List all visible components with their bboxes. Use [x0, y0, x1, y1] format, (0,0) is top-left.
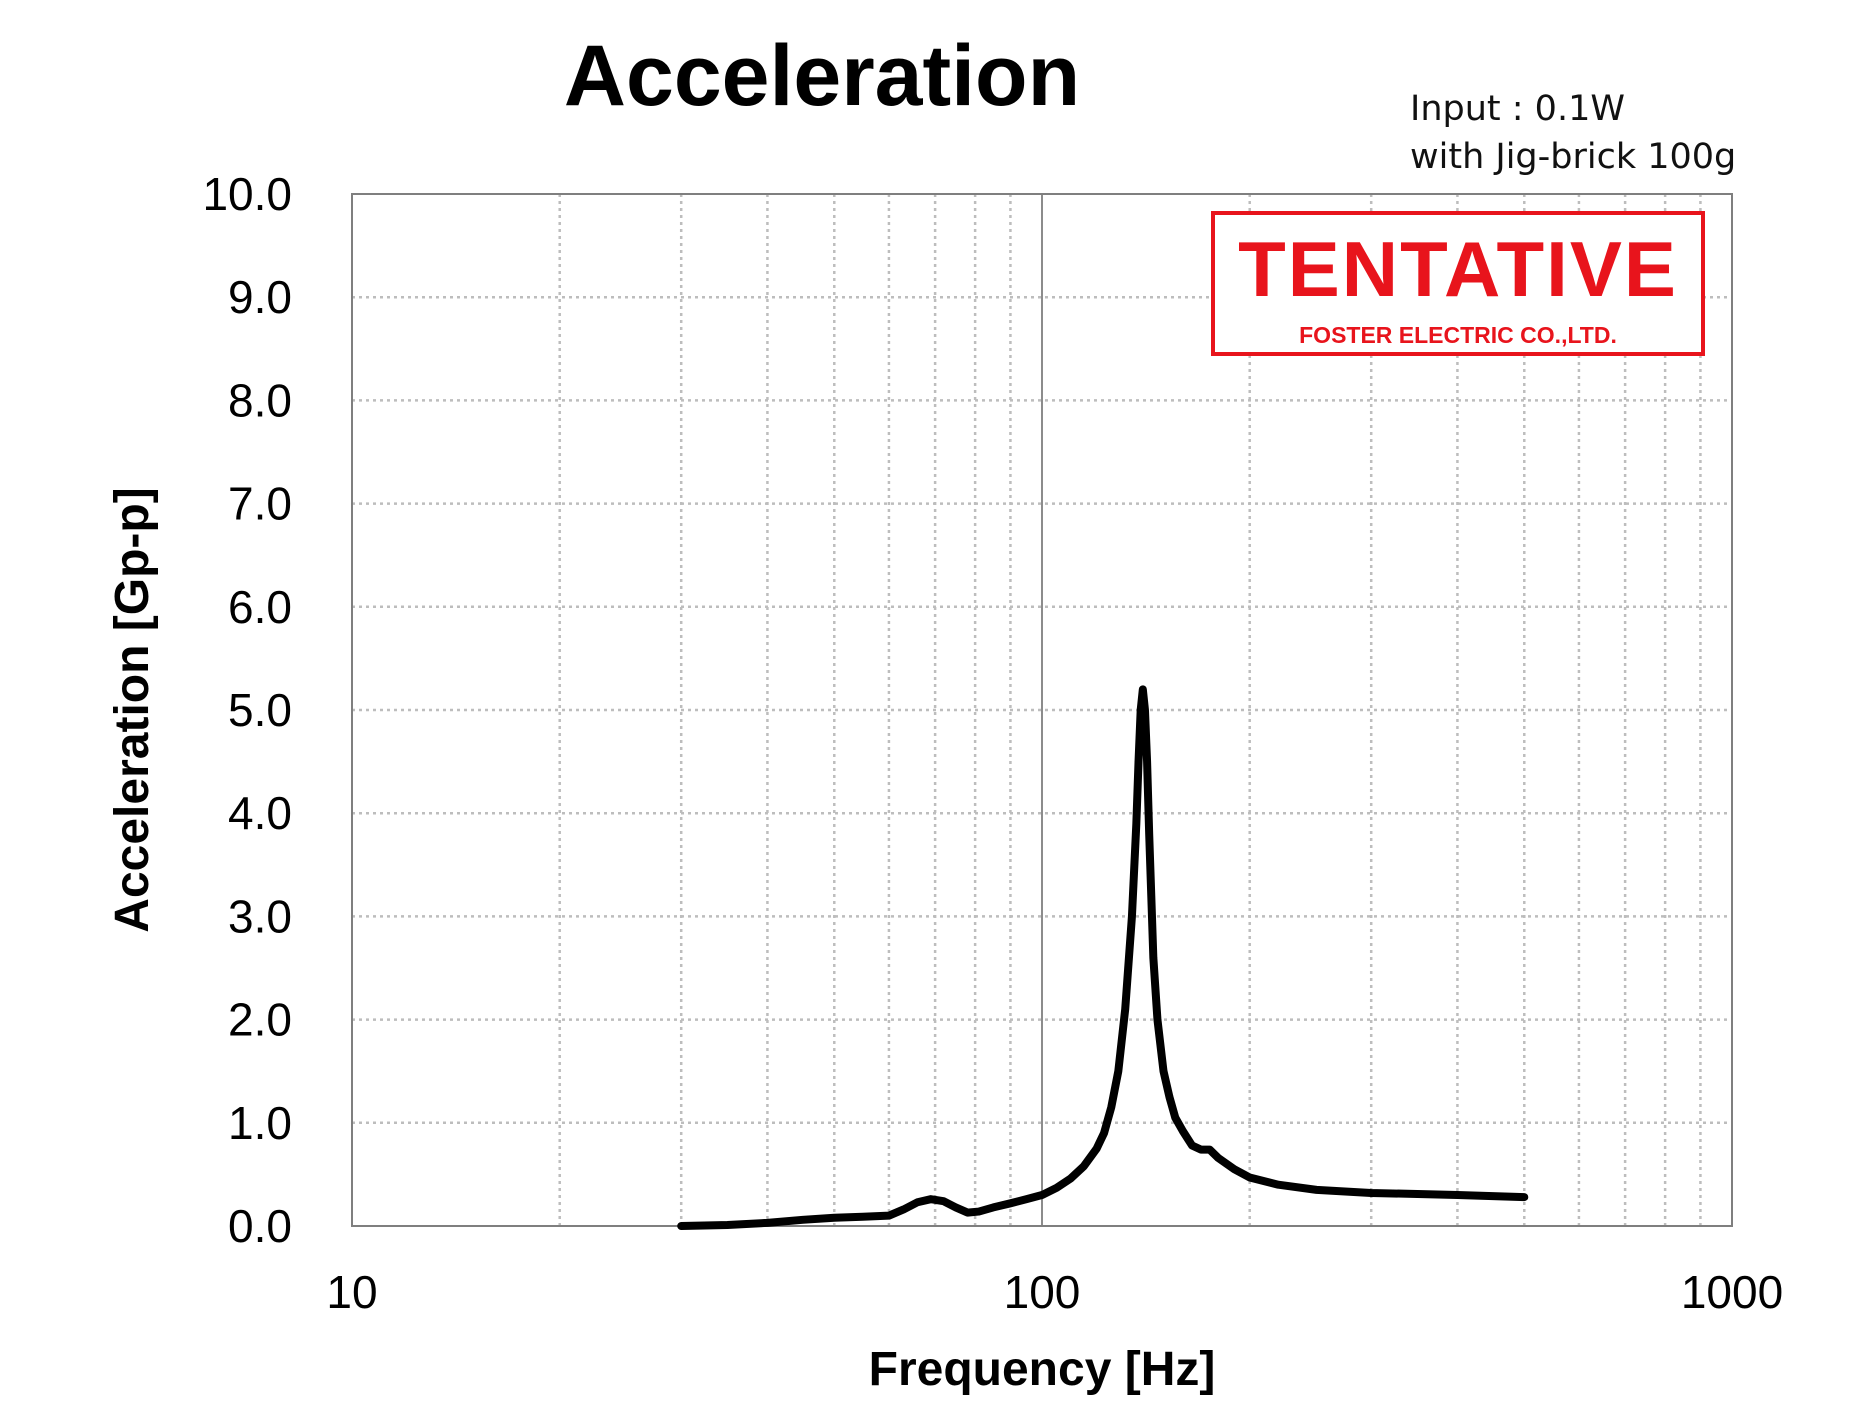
plot-frame — [351, 193, 1733, 1227]
y-tick-labels: 0.0 1.0 2.0 3.0 4.0 5.0 6.0 7.0 8.0 9.0 10.0 — [202, 168, 292, 1252]
y-tick-label-7: 7.0 — [228, 478, 292, 530]
x-axis-label: Frequency [Hz] — [869, 1343, 1216, 1396]
grid — [352, 194, 1732, 1226]
jig-note: with Jig-brick 100g — [1410, 137, 1736, 177]
y-tick-label-3: 3.0 — [228, 890, 292, 942]
x-tick-label-1: 100 — [1004, 1266, 1081, 1318]
x-tick-labels: 10 100 1000 — [326, 1266, 1783, 1318]
y-tick-label-0: 0.0 — [228, 1200, 292, 1252]
y-tick-label-5: 5.0 — [228, 684, 292, 736]
input-note: Input : 0.1W — [1410, 89, 1625, 129]
y-tick-label-1: 1.0 — [228, 1097, 292, 1149]
stamp-border — [1211, 211, 1705, 356]
tentative-stamp: TENTATIVE FOSTER ELECTRIC CO.,LTD. — [1211, 211, 1705, 356]
chart-title: Acceleration — [564, 28, 1080, 124]
y-tick-label-2: 2.0 — [228, 994, 292, 1046]
series-layer — [677, 685, 1529, 1230]
y-tick-label-4: 4.0 — [228, 787, 292, 839]
y-axis-label: Acceleration [Gp-p] — [106, 487, 159, 932]
y-tick-label-8: 8.0 — [228, 374, 292, 426]
x-tick-label-2: 1000 — [1681, 1266, 1783, 1318]
stamp-subtext: FOSTER ELECTRIC CO.,LTD. — [1299, 322, 1617, 348]
y-tick-label-10: 10.0 — [202, 168, 292, 220]
series-line-0 — [677, 685, 1529, 1230]
y-tick-label-6: 6.0 — [228, 581, 292, 633]
stamp-text: TENTATIVE — [1238, 225, 1678, 313]
y-tick-label-9: 9.0 — [228, 271, 292, 323]
x-tick-label-0: 10 — [326, 1266, 377, 1318]
